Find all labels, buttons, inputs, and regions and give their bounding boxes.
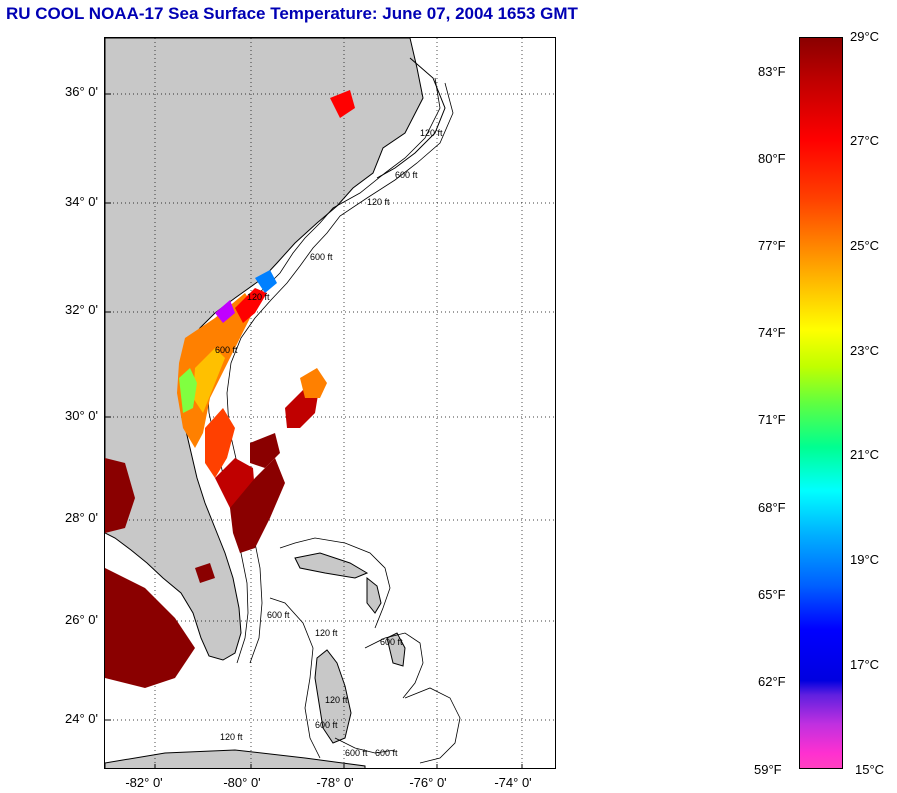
contour-label: 600 ft [380, 637, 403, 647]
lon-label-76: -76° 0' [409, 775, 447, 790]
temperature-colorbar [799, 37, 843, 769]
colorbar-label-c: 15°C [855, 762, 885, 777]
lat-label-26: 26° 0' [65, 612, 98, 627]
lon-label-74: -74° 0' [494, 775, 532, 790]
colorbar-label-c: 21°C [850, 447, 880, 462]
lat-label-30: 30° 0' [65, 408, 98, 423]
contour-label: 120 ft [367, 197, 390, 207]
contour-label: 120 ft [247, 292, 270, 302]
contour-label-group: 120 ft 600 ft 120 ft 600 ft 120 ft 600 f… [215, 128, 443, 758]
colorbar-label-c: 19°C [850, 552, 880, 567]
lat-label-36: 36° 0' [65, 84, 98, 99]
sst-map: 120 ft 600 ft 120 ft 600 ft 120 ft 600 f… [104, 37, 556, 769]
contour-label: 600 ft [395, 170, 418, 180]
colorbar-label-c: 29°C [850, 29, 880, 44]
lon-label-78: -78° 0' [316, 775, 354, 790]
lon-label-82: -82° 0' [125, 775, 163, 790]
page-title: RU COOL NOAA-17 Sea Surface Temperature:… [6, 4, 578, 23]
colorbar-label-f: 68°F [758, 500, 786, 515]
sst-data [105, 90, 355, 688]
island-abaco [366, 576, 382, 614]
graticule [105, 38, 555, 768]
contour-label: 120 ft [420, 128, 443, 138]
outer-banks [376, 57, 446, 179]
colorbar-label-c: 25°C [850, 238, 880, 253]
colorbar-label-f: 74°F [758, 325, 786, 340]
land-southeast-us [105, 38, 424, 661]
island-cuba [105, 749, 366, 768]
lon-label-80: -80° 0' [223, 775, 261, 790]
contour-label: 600 ft [267, 610, 290, 620]
contour-label: 120 ft [315, 628, 338, 638]
lat-label-34: 34° 0' [65, 194, 98, 209]
colorbar-label-f: 77°F [758, 238, 786, 253]
contour-label: 600 ft [375, 748, 398, 758]
contour-label: 120 ft [325, 695, 348, 705]
map-svg: 120 ft 600 ft 120 ft 600 ft 120 ft 600 f… [105, 38, 555, 768]
colorbar-label-f: 83°F [758, 64, 786, 79]
contour-label: 600 ft [315, 720, 338, 730]
colorbar-label-c: 27°C [850, 133, 880, 148]
colorbar-label-f: 65°F [758, 587, 786, 602]
contour-label: 600 ft [310, 252, 333, 262]
colorbar-label-f: 62°F [758, 674, 786, 689]
island-eleuthera [386, 632, 406, 667]
lat-label-24: 24° 0' [65, 711, 98, 726]
contour-label: 600 ft [345, 748, 368, 758]
contour-label: 120 ft [220, 732, 243, 742]
contour-label: 600 ft [215, 345, 238, 355]
colorbar-label-c: 17°C [850, 657, 880, 672]
island-grand-bahama [294, 552, 369, 579]
lat-label-32: 32° 0' [65, 302, 98, 317]
colorbar-label-f: 71°F [758, 412, 786, 427]
lat-label-28: 28° 0' [65, 510, 98, 525]
colorbar-label-f: 59°F [754, 762, 782, 777]
colorbar-label-c: 23°C [850, 343, 880, 358]
colorbar-label-f: 80°F [758, 151, 786, 166]
